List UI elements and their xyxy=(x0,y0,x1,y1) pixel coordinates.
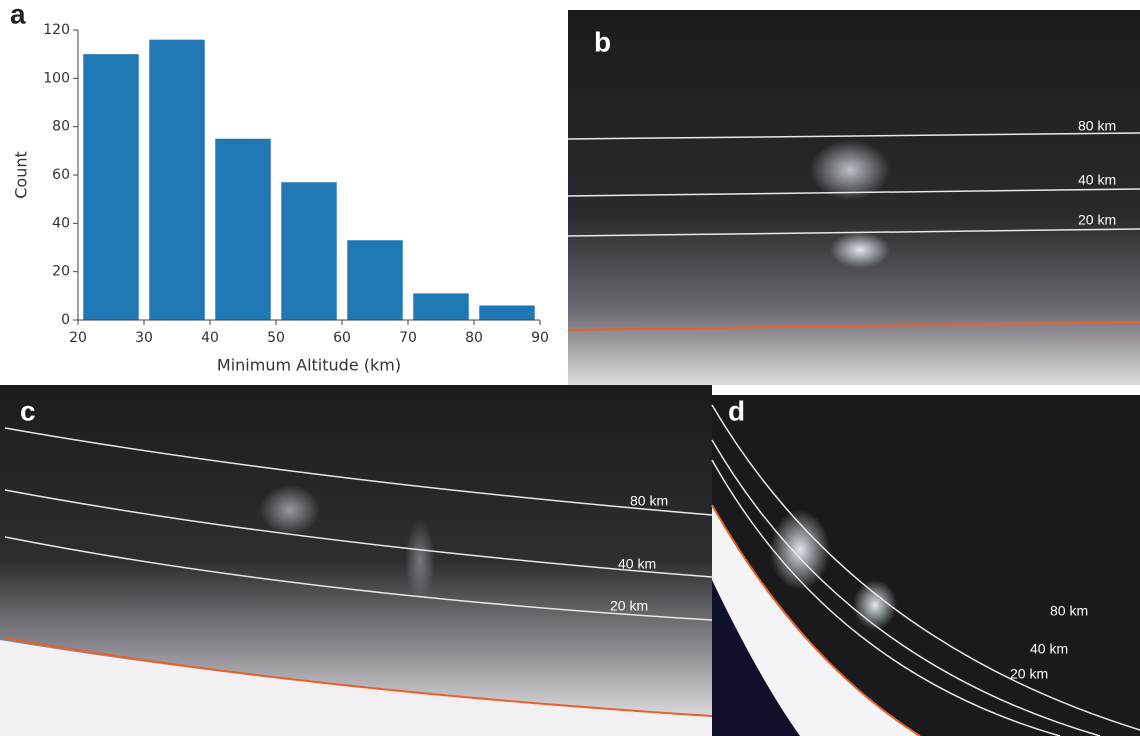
bar xyxy=(149,39,205,321)
y-axis-label: Count xyxy=(12,151,31,199)
x-tick-label: 50 xyxy=(267,330,285,346)
panel-label: c xyxy=(20,395,36,426)
y-tick-label: 20 xyxy=(52,264,70,280)
contour-label: 20 km xyxy=(1078,212,1116,228)
x-axis-label: Minimum Altitude (km) xyxy=(217,356,401,375)
x-tick-label: 60 xyxy=(333,330,351,346)
contour-label: 80 km xyxy=(630,493,668,509)
contour-label: 40 km xyxy=(1078,172,1116,188)
contour-label: 80 km xyxy=(1078,118,1116,134)
y-tick-label: 40 xyxy=(52,215,70,231)
contour-label: 20 km xyxy=(610,598,648,614)
bar xyxy=(479,305,535,320)
bar xyxy=(281,182,337,320)
bar xyxy=(83,54,139,321)
x-tick-label: 70 xyxy=(399,330,417,346)
contour-label: 80 km xyxy=(1050,603,1088,619)
bar xyxy=(413,293,469,320)
x-tick-label: 80 xyxy=(465,330,483,346)
x-tick-label: 20 xyxy=(69,330,87,346)
y-tick-label: 100 xyxy=(43,70,70,86)
panel-label: a xyxy=(10,0,26,29)
y-tick-label: 60 xyxy=(52,167,70,183)
x-tick-label: 30 xyxy=(135,330,153,346)
panel-c-image xyxy=(0,385,713,736)
y-tick-label: 0 xyxy=(61,312,70,328)
y-tick-label: 120 xyxy=(43,22,70,38)
bar xyxy=(347,240,403,320)
y-tick-label: 80 xyxy=(52,119,70,135)
panel-label: d xyxy=(728,395,745,426)
contour-label: 40 km xyxy=(618,556,656,572)
bar xyxy=(215,138,271,320)
x-tick-label: 90 xyxy=(531,330,549,346)
contour-label: 40 km xyxy=(1030,641,1068,657)
panel-label: b xyxy=(594,26,611,57)
x-tick-label: 40 xyxy=(201,330,219,346)
contour-label: 20 km xyxy=(1010,666,1048,682)
panel-d-image xyxy=(711,395,1140,736)
panel-b-image xyxy=(567,10,1140,385)
